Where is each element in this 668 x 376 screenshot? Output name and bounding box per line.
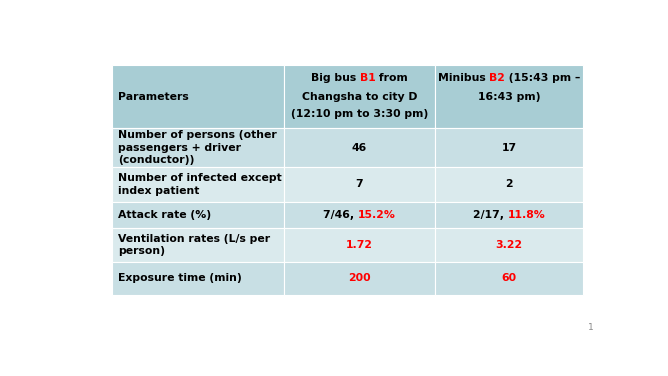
Bar (284, 167, 435, 202)
Text: B2: B2 (489, 73, 505, 83)
Text: Changsha to city D: Changsha to city D (301, 92, 417, 102)
Bar (284, 262, 435, 295)
Bar (284, 65, 435, 128)
Text: 1.72: 1.72 (346, 240, 373, 250)
Text: 16:43 pm): 16:43 pm) (478, 92, 540, 102)
Text: 17: 17 (501, 143, 516, 153)
Text: from: from (375, 73, 408, 83)
Text: Number of infected except
index patient: Number of infected except index patient (118, 173, 282, 196)
Text: 60: 60 (501, 273, 516, 283)
Bar (435, 202, 583, 229)
Bar (284, 202, 435, 229)
Text: 1: 1 (588, 323, 593, 332)
Text: B1: B1 (359, 73, 375, 83)
Text: (15:43 pm –: (15:43 pm – (505, 73, 580, 83)
Text: 46: 46 (351, 143, 367, 153)
Text: 200: 200 (348, 273, 371, 283)
Text: 7/46,: 7/46, (323, 210, 358, 220)
Bar (112, 202, 284, 229)
Bar (435, 167, 583, 202)
Text: 15.2%: 15.2% (358, 210, 395, 220)
Bar (112, 167, 284, 202)
Bar (284, 229, 435, 262)
Bar (284, 128, 435, 167)
Text: Parameters: Parameters (118, 92, 189, 102)
Text: Big bus: Big bus (311, 73, 359, 83)
Text: 2/17,: 2/17, (473, 210, 508, 220)
Text: Exposure time (min): Exposure time (min) (118, 273, 242, 283)
Bar (435, 262, 583, 295)
Text: Number of persons (other
passengers + driver
(conductor)): Number of persons (other passengers + dr… (118, 130, 277, 165)
Bar (112, 229, 284, 262)
Text: 3.22: 3.22 (495, 240, 522, 250)
Bar (435, 128, 583, 167)
Bar (435, 229, 583, 262)
Bar (112, 262, 284, 295)
Text: Attack rate (%): Attack rate (%) (118, 210, 211, 220)
Text: Minibus: Minibus (438, 73, 489, 83)
Text: 11.8%: 11.8% (508, 210, 545, 220)
Bar (435, 65, 583, 128)
Bar (112, 65, 284, 128)
Text: (12:10 pm to 3:30 pm): (12:10 pm to 3:30 pm) (291, 109, 428, 119)
Text: 7: 7 (355, 179, 363, 190)
Text: Ventilation rates (L/s per
person): Ventilation rates (L/s per person) (118, 234, 271, 256)
Bar (112, 128, 284, 167)
Text: 2: 2 (505, 179, 513, 190)
